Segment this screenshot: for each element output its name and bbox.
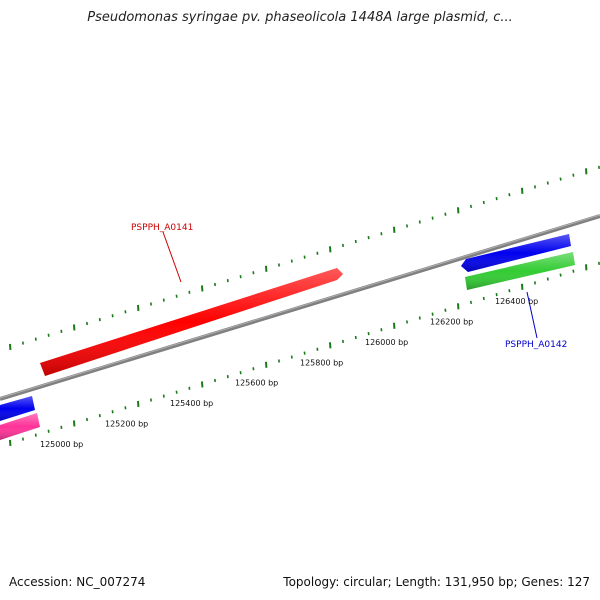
tick-row-bottom [9,261,600,447]
tick-label: 125800 bp [300,358,343,367]
backbone-line [0,214,600,401]
tick-label: 126200 bp [430,317,473,326]
gene-label-pspph-a0142[interactable]: PSPPH_A0142 [505,340,567,350]
gene-label-leader-a0142 [526,291,538,339]
accession-text: Accession: NC_007274 [9,575,146,589]
tick-labels: 125000 bp 125200 bp 125400 bp 125600 bp 1258… [40,297,538,449]
blue-gene-bar-right[interactable] [461,234,571,272]
tick-label: 125600 bp [235,379,278,388]
backbone-highlight [0,214,600,399]
map-title: Pseudomonas syringae pv. phaseolicola 14… [87,10,513,25]
topology-summary: Topology: circular; Length: 131,950 bp; … [283,575,590,589]
tick-row-top [9,165,600,351]
pink-cds-bar-left[interactable] [0,413,40,440]
red-gene-bar[interactable] [40,268,343,376]
green-cds-bar-right[interactable] [465,252,575,290]
tick-label: 126000 bp [365,338,408,347]
tick-label: 126400 bp [495,297,538,306]
gene-label-pspph-a0141[interactable]: PSPPH_A0141 [131,223,193,233]
gene-label-leader-a0141 [162,231,182,283]
blue-gene-bar-left[interactable] [0,396,35,421]
tick-label: 125000 bp [40,440,83,449]
tick-label: 125200 bp [105,420,148,429]
tick-label: 125400 bp [170,399,213,408]
